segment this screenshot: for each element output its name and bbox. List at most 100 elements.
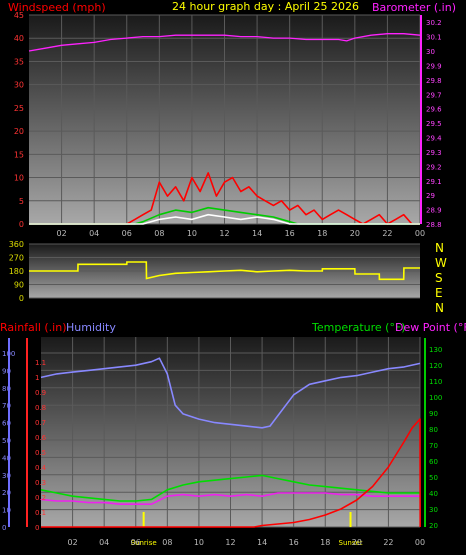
direction-grid bbox=[29, 243, 420, 299]
barometer-tick-label: 29.5 bbox=[426, 120, 442, 128]
compass-label: W bbox=[435, 256, 447, 270]
windspeed-line bbox=[29, 213, 420, 225]
windspeed-tick-label: 15 bbox=[14, 150, 24, 159]
windspeed-tick-label: 30 bbox=[14, 81, 24, 90]
humidity-tick-label: 90 bbox=[2, 367, 11, 375]
compass-label: N bbox=[435, 241, 444, 255]
direction-tick-label: 360 bbox=[9, 240, 24, 249]
temperature-axis-label: Temperature (°F) bbox=[311, 321, 406, 334]
x-tick-label: 22 bbox=[383, 538, 393, 547]
temperature-tick-label: 70 bbox=[429, 442, 438, 450]
windspeed-tick-label: 10 bbox=[14, 174, 24, 183]
barometer-tick-label: 29.1 bbox=[426, 178, 442, 186]
temp-series bbox=[40, 357, 421, 528]
temp-x-ticks: 02 04 06 08 10 12 14 16 18 20 22 00 bbox=[67, 538, 425, 547]
humidity-axis-label: Humidity bbox=[66, 321, 116, 334]
x-tick-label: 02 bbox=[67, 538, 77, 547]
direction-tick-label: 0 bbox=[19, 294, 24, 303]
temperature-tick-label: 30 bbox=[429, 506, 438, 514]
rainfall-tick-label: 1 bbox=[35, 374, 39, 382]
windspeed-tick-label: 20 bbox=[14, 127, 24, 136]
temperature-tick-label: 50 bbox=[429, 474, 438, 482]
x-tick-label: 08 bbox=[154, 229, 164, 238]
x-tick-label: 06 bbox=[122, 229, 132, 238]
x-tick-label: 08 bbox=[162, 538, 172, 547]
temperature-tick-label: 40 bbox=[429, 490, 438, 498]
x-tick-label: 10 bbox=[187, 229, 197, 238]
wind-direction-line bbox=[29, 261, 420, 281]
x-tick-label: 02 bbox=[56, 229, 66, 238]
compass-label: E bbox=[435, 286, 443, 300]
barometer-tick-label: 29.9 bbox=[426, 62, 442, 70]
temperature-line bbox=[40, 474, 420, 502]
rainfall-tick-label: 0.5 bbox=[35, 449, 46, 457]
barometer-tick-label: 29 bbox=[426, 192, 435, 200]
dewpoint-axis-label: Dew Point (°F) bbox=[395, 321, 466, 334]
direction-left-ticks: 360 270 180 90 0 bbox=[9, 240, 24, 303]
barometer-axis-label: Barometer (.in) bbox=[372, 1, 456, 14]
x-tick-label: 00 bbox=[415, 538, 425, 547]
rainfall-tick-label: 0 bbox=[35, 524, 39, 532]
humidity-tick-label: 30 bbox=[2, 472, 11, 480]
rainfall-tick-label: 1.1 bbox=[35, 359, 46, 367]
rainfall-tick-label: 0.4 bbox=[35, 464, 47, 472]
barometer-line bbox=[28, 33, 421, 52]
windspeed-tick-label: 45 bbox=[14, 11, 24, 20]
humidity-tick-label: 60 bbox=[2, 420, 11, 428]
rainfall-axis-label: Rainfall (.in) bbox=[0, 321, 67, 334]
barometer-tick-label: 29.7 bbox=[426, 91, 442, 99]
x-tick-label: 04 bbox=[99, 538, 109, 547]
temperature-tick-label: 110 bbox=[429, 378, 442, 386]
windspeed-line bbox=[29, 172, 420, 225]
windspeed-line bbox=[29, 206, 420, 225]
chart-title: 24 hour graph day : April 25 2026 bbox=[172, 0, 359, 13]
wind-left-ticks: 0 5 10 15 20 25 30 35 40 45 bbox=[14, 11, 24, 229]
x-tick-label: 20 bbox=[352, 538, 362, 547]
humidity-tick-label: 70 bbox=[2, 402, 11, 410]
temperature-tick-label: 120 bbox=[429, 362, 442, 370]
direction-tick-label: 270 bbox=[9, 254, 24, 263]
rainfall-ticks: 0 0.1 0.2 0.3 0.4 0.5 0.6 0.7 0.8 0.9 1 1.1 bbox=[35, 359, 47, 532]
humidity-tick-label: 40 bbox=[2, 454, 11, 462]
barometer-right-ticks: 28.8 28.9 29 29.1 29.2 29.3 29.4 29.5 29.6 29.7 29… bbox=[420, 15, 442, 229]
x-tick-label: 18 bbox=[320, 538, 330, 547]
rainfall-tick-label: 0.7 bbox=[35, 419, 46, 427]
rainfall-tick-label: 0.2 bbox=[35, 494, 46, 502]
direction-tick-label: 180 bbox=[9, 267, 24, 276]
barometer-tick-label: 28.9 bbox=[426, 207, 442, 215]
direction-tick-label: 90 bbox=[14, 281, 24, 290]
compass-label: N bbox=[435, 301, 444, 315]
temperature-tick-label: 80 bbox=[429, 426, 438, 434]
temp-grid bbox=[41, 337, 421, 528]
barometer-tick-label: 29.2 bbox=[426, 163, 442, 171]
windspeed-axis-label: Windspeed (mph) bbox=[8, 1, 106, 14]
dew-point-line bbox=[40, 492, 420, 505]
temperature-tick-label: 130 bbox=[429, 346, 442, 354]
wind-x-ticks: 02 04 06 08 10 12 14 16 18 20 22 00 bbox=[56, 229, 425, 238]
humidity-tick-label: 0 bbox=[2, 524, 6, 532]
temperature-tick-label: 20 bbox=[429, 522, 438, 530]
windspeed-tick-label: 0 bbox=[19, 220, 24, 229]
windspeed-tick-label: 35 bbox=[14, 57, 24, 66]
barometer-tick-label: 28.8 bbox=[426, 221, 442, 229]
x-tick-label: 00 bbox=[415, 229, 425, 238]
x-tick-label: 18 bbox=[317, 229, 327, 238]
rainfall-line bbox=[41, 418, 421, 528]
humidity-tick-label: 20 bbox=[2, 489, 11, 497]
rainfall-tick-label: 0.6 bbox=[35, 434, 47, 442]
x-tick-label: 04 bbox=[89, 229, 99, 238]
windspeed-tick-label: 5 bbox=[19, 197, 24, 206]
x-tick-label: 14 bbox=[252, 229, 262, 238]
humidity-line bbox=[40, 357, 421, 429]
sun-markers: Sunrise Sunset bbox=[131, 512, 363, 547]
x-tick-label: 12 bbox=[225, 538, 235, 547]
sun-marker-label: Sunrise bbox=[131, 539, 157, 547]
temperature-tick-label: 60 bbox=[429, 458, 438, 466]
wind-series bbox=[28, 33, 421, 225]
temperature-tick-label: 100 bbox=[429, 394, 442, 402]
barometer-tick-label: 29.3 bbox=[426, 149, 442, 157]
x-tick-label: 16 bbox=[289, 538, 299, 547]
